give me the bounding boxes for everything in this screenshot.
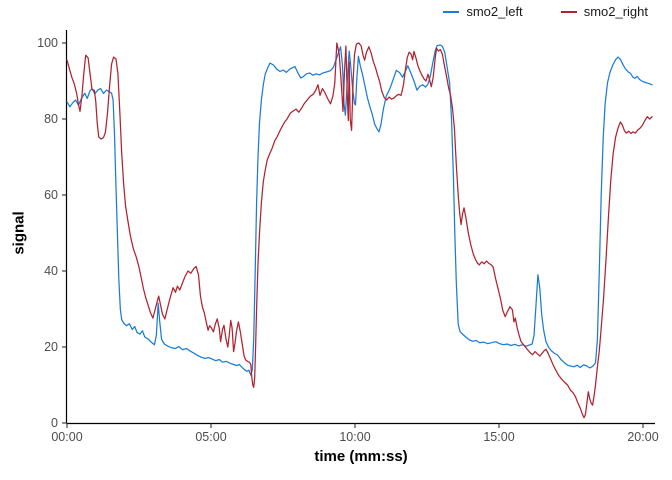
legend-key-line-right [560,10,577,13]
x-tick-label: 00:00 [51,430,82,444]
legend-item-smo2-right: smo2_right [560,4,648,19]
y-tick-label: 0 [51,416,58,430]
series-line-smo2_left [66,44,653,376]
legend-label-smo2-left: smo2_left [466,4,523,19]
x-tick-label: 20:00 [627,430,658,444]
x-tick-label: 10:00 [339,430,370,444]
legend-item-smo2-left: smo2_left [443,4,523,19]
y-tick-label: 100 [37,36,58,50]
y-tick-label: 60 [44,188,58,202]
y-tick-label: 40 [44,264,58,278]
x-axis-title: time (mm:ss) [314,448,408,465]
x-tick-label: 05:00 [195,430,226,444]
legend: smo2_left smo2_right [0,5,648,18]
legend-key-line-left [443,10,460,13]
y-tick-label: 80 [44,112,58,126]
x-tick-label: 15:00 [483,430,514,444]
series-line-smo2_right [66,42,653,419]
y-axis-title: signal [10,211,28,255]
legend-label-smo2-right: smo2_right [583,4,648,19]
y-tick-label: 20 [44,340,58,354]
